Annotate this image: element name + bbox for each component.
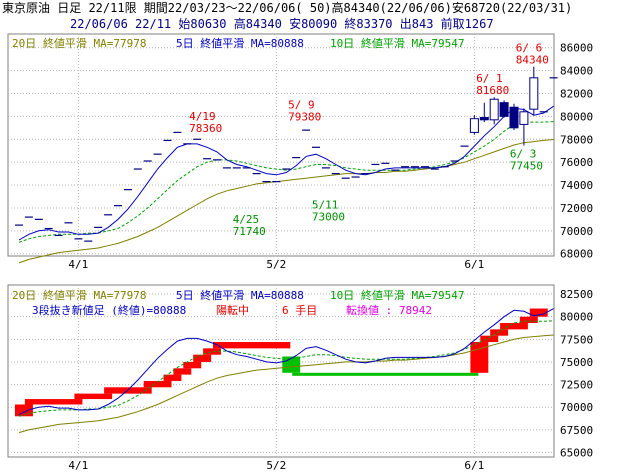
annotation-date: 6/ 1 — [476, 72, 503, 85]
kagi-ma20-line — [18, 334, 554, 434]
annotation-value: 81680 — [476, 84, 509, 97]
kagi-block — [480, 335, 499, 343]
annotation-date: 5/11 — [312, 198, 339, 211]
kagi-block — [193, 354, 212, 362]
kagi-ma5-line — [18, 308, 554, 415]
kagi-legend-ma10: 10日 終値平滑 MA=79547 — [330, 288, 464, 302]
annotation-date: 6/ 6 — [516, 42, 543, 55]
kagi-block — [213, 342, 291, 349]
annotation-value: 78360 — [189, 122, 222, 135]
kagi-block — [500, 323, 528, 330]
legend-ma20: 20日 終値平滑 MA=77978 — [12, 36, 146, 50]
price-y-tick-label: 72000 — [560, 202, 593, 215]
kagi-block — [519, 316, 538, 324]
ma5-line — [18, 105, 554, 241]
kagi-block — [24, 399, 83, 405]
price-plot-frame — [7, 33, 555, 257]
price-y-tick-label: 84000 — [560, 65, 593, 78]
kagi-block — [173, 368, 192, 375]
kagi-y-tick-label: 65000 — [560, 446, 593, 459]
kagi-legend: 20日 終値平滑 MA=77978 5日 終値平滑 MA=80888 10日 終… — [12, 288, 464, 317]
kagi-x-tick-label: 4/1 — [68, 459, 88, 472]
kagi-block — [183, 361, 202, 369]
kagi-legend-ma20: 20日 終値平滑 MA=77978 — [12, 288, 146, 302]
chart-title: 東京原油 日足 22/11限 期間22/03/23～22/06/06( 50)高… — [2, 1, 573, 15]
kagi-block — [143, 380, 172, 388]
price-y-tick-label: 68000 — [560, 248, 593, 261]
kagi-block — [490, 329, 509, 336]
kagi-y-tick-label: 70000 — [560, 401, 593, 414]
kagi-y-tick-label: 80000 — [560, 311, 593, 324]
annotation-value: 77450 — [510, 160, 543, 173]
kagi-switch: 転換値 : 78942 — [346, 304, 432, 317]
price-x-tick-label: 4/1 — [68, 258, 88, 271]
candle-body — [529, 77, 539, 110]
price-legend: 20日 終値平滑 MA=77978 5日 終値平滑 MA=80888 10日 終… — [12, 36, 464, 50]
annotation-date: 4/19 — [189, 110, 216, 123]
kagi-y-tick-label: 75000 — [560, 356, 593, 369]
kagi-y-tick-label: 72500 — [560, 379, 593, 392]
price-x-tick-label: 5/2 — [266, 258, 286, 271]
kagi-y-tick-label: 77500 — [560, 333, 593, 346]
price-x-tick-label: 6/1 — [464, 258, 484, 271]
candle-body — [479, 117, 489, 121]
kagi-block — [15, 404, 33, 417]
annotation-date: 6/ 3 — [510, 148, 537, 161]
kagi-y-tick-label: 67500 — [560, 424, 593, 437]
kagi-block — [292, 372, 479, 376]
annotation-date: 4/25 — [233, 213, 260, 226]
kagi-block — [529, 308, 548, 317]
price-y-tick-label: 70000 — [560, 225, 593, 238]
candle-body — [489, 98, 499, 121]
kagi-legend-ma5: 5日 終値平滑 MA=80888 — [176, 288, 304, 302]
kagi-block — [163, 374, 182, 381]
kagi-chart: 65000 67500 70000 72500 75000 77500 80000 82500… — [7, 284, 593, 472]
annotation-value: 73000 — [312, 210, 345, 223]
kagi-x-tick-label: 5/2 — [266, 459, 286, 472]
price-y-tick-label: 80000 — [560, 110, 593, 123]
kagi-block — [203, 348, 221, 355]
ma20-line — [18, 139, 554, 264]
ohlc-info-bar: 22/06/06 22/11 始80630 高84340 安80090 終833… — [0, 17, 624, 32]
kagi-x-tick-label: 6/1 — [464, 459, 484, 472]
kagi-plot-frame — [7, 284, 555, 458]
ma10-line — [18, 121, 554, 243]
annotation-value: 84340 — [516, 54, 549, 67]
price-y-tick-label: 78000 — [560, 133, 593, 146]
annotation-value: 79380 — [288, 110, 321, 123]
kagi-count: 6 手目 — [282, 303, 317, 317]
annotation-date: 5/ 9 — [288, 98, 315, 111]
candle-body — [519, 111, 529, 125]
legend-ma5: 5日 終値平滑 MA=80888 — [176, 36, 304, 50]
kagi-main-value: 3段抜き新値足 (終値)=80888 — [32, 303, 186, 317]
price-y-tick-label: 82000 — [560, 88, 593, 101]
candle-body — [499, 102, 509, 117]
price-y-tick-label: 76000 — [560, 156, 593, 169]
kagi-y-tick-label: 82500 — [560, 288, 593, 301]
price-y-tick-label: 74000 — [560, 179, 593, 192]
annotation-value: 71740 — [233, 225, 266, 238]
legend-ma10: 10日 終値平滑 MA=79547 — [330, 36, 464, 50]
price-y-tick-label: 86000 — [560, 42, 593, 55]
candle-body — [509, 106, 519, 129]
ohlc-info: 22/06/06 22/11 始80630 高84340 安80090 終833… — [70, 17, 494, 31]
chart-title-bar: 東京原油 日足 22/11限 期間22/03/23～22/06/06( 50)高… — [0, 0, 624, 17]
candle-body — [469, 118, 479, 133]
kagi-state: 陽転中 — [216, 304, 249, 317]
kagi-block — [74, 393, 113, 400]
